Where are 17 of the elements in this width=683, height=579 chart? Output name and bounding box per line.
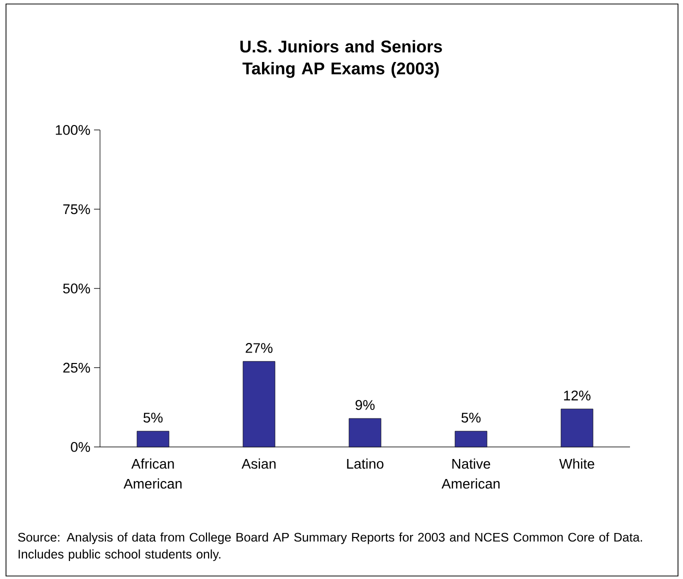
y-tick-label: 0% — [70, 442, 90, 452]
chart-title: U.S. Juniors and Seniors Taking AP Exams (2003) — [240, 40, 442, 78]
data-label: 5% — [143, 412, 163, 423]
data-label: 9% — [356, 400, 375, 410]
y-tick-label: 100% — [56, 125, 90, 135]
source-note: Source: Analysis of data from College Board AP Summary Reports for 2003 and NCES Common Core of Data. Includes public school students only. — [18, 532, 642, 562]
x-tick-label: Latino — [347, 458, 384, 469]
y-tick-label: 25% — [63, 362, 90, 373]
data-label: 12% — [564, 390, 590, 400]
y-tick-label: 75% — [63, 204, 90, 214]
y-tick-label: 50% — [63, 284, 90, 294]
x-tick-label: Asian — [242, 458, 276, 469]
data-label: 27% — [246, 343, 272, 353]
x-tick-label: Native American — [442, 458, 500, 489]
x-tick-label: African American — [124, 458, 182, 489]
data-label: 5% — [461, 412, 481, 423]
x-tick-label: White — [559, 458, 594, 469]
